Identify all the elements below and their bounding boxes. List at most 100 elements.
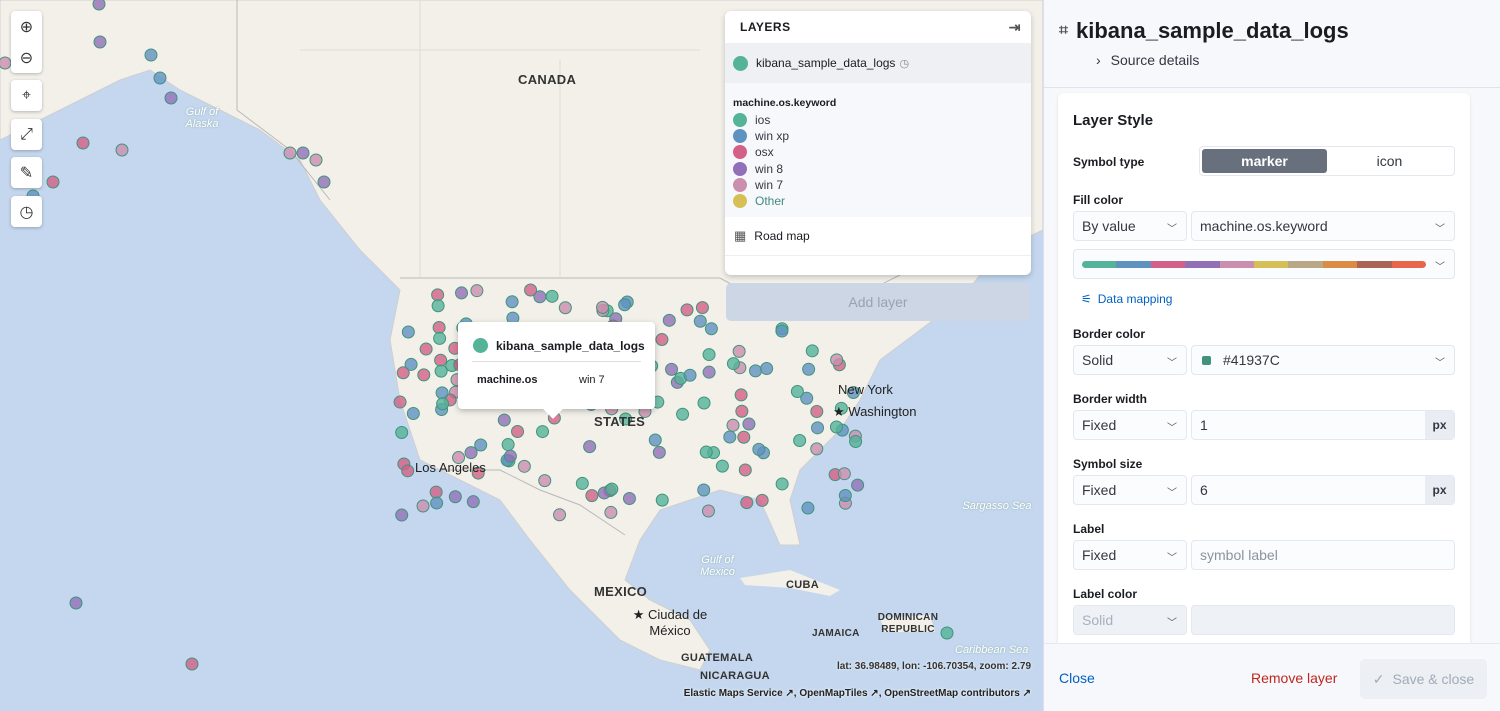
data-point[interactable] xyxy=(760,361,774,375)
label-mode-select[interactable]: Fixed ﹀ xyxy=(1073,540,1187,570)
data-point[interactable] xyxy=(655,493,669,507)
label-color-mode-select[interactable]: Solid ﹀ xyxy=(1073,605,1187,635)
data-point[interactable] xyxy=(406,406,420,420)
data-point[interactable] xyxy=(536,425,550,439)
data-point[interactable] xyxy=(434,353,448,367)
border-color-picker[interactable]: #41937C ﹀ xyxy=(1191,345,1455,375)
data-point[interactable] xyxy=(752,442,766,456)
data-point[interactable] xyxy=(430,496,444,510)
data-point[interactable] xyxy=(583,440,597,454)
data-point[interactable] xyxy=(734,388,748,402)
data-point[interactable] xyxy=(699,445,713,459)
data-point[interactable] xyxy=(401,464,415,478)
data-point[interactable] xyxy=(401,325,415,339)
data-point[interactable] xyxy=(503,449,517,463)
add-layer-button[interactable]: Add layer xyxy=(726,283,1030,321)
data-point[interactable] xyxy=(749,364,763,378)
data-point[interactable] xyxy=(76,136,90,150)
timeslider-button[interactable]: ◷ xyxy=(11,196,42,227)
data-point[interactable] xyxy=(93,35,107,49)
data-point[interactable] xyxy=(575,476,589,490)
data-point[interactable] xyxy=(164,91,178,105)
data-point[interactable] xyxy=(393,395,407,409)
data-point[interactable] xyxy=(695,301,709,315)
data-point[interactable] xyxy=(800,391,814,405)
data-point[interactable] xyxy=(497,413,511,427)
data-point[interactable] xyxy=(436,397,450,411)
data-point[interactable] xyxy=(737,430,751,444)
data-point[interactable] xyxy=(655,333,669,347)
data-point[interactable] xyxy=(585,489,599,503)
data-point[interactable] xyxy=(605,482,619,496)
data-point[interactable] xyxy=(805,344,819,358)
data-point[interactable] xyxy=(740,496,754,510)
source-details-toggle[interactable]: › Source details xyxy=(1096,52,1199,68)
data-point[interactable] xyxy=(704,322,718,336)
border-width-mode-select[interactable]: Fixed ﹀ xyxy=(1073,410,1187,440)
data-point[interactable] xyxy=(619,412,633,426)
data-point[interactable] xyxy=(735,404,749,418)
data-point[interactable] xyxy=(702,365,716,379)
fill-color-mode-select[interactable]: By value ﹀ xyxy=(1073,211,1187,241)
data-point[interactable] xyxy=(419,342,433,356)
data-point[interactable] xyxy=(683,368,697,382)
data-point[interactable] xyxy=(715,459,729,473)
data-point[interactable] xyxy=(801,501,815,515)
data-point[interactable] xyxy=(697,483,711,497)
data-point[interactable] xyxy=(395,426,409,440)
data-point[interactable] xyxy=(474,438,488,452)
data-point[interactable] xyxy=(538,474,552,488)
data-point[interactable] xyxy=(732,344,746,358)
label-text-input[interactable]: symbol label xyxy=(1191,540,1455,570)
attribution-link[interactable]: OpenMapTiles xyxy=(799,688,868,699)
data-point[interactable] xyxy=(466,495,480,509)
data-point[interactable] xyxy=(470,284,484,298)
data-point[interactable] xyxy=(448,490,462,504)
data-point[interactable] xyxy=(501,438,515,452)
close-button[interactable]: Close xyxy=(1059,670,1095,686)
data-point[interactable] xyxy=(471,466,485,480)
data-point[interactable] xyxy=(837,467,851,481)
data-point[interactable] xyxy=(648,433,662,447)
data-point[interactable] xyxy=(505,295,519,309)
data-point[interactable] xyxy=(511,425,525,439)
data-point[interactable] xyxy=(802,362,816,376)
data-point[interactable] xyxy=(830,353,844,367)
data-point[interactable] xyxy=(144,48,158,62)
collapse-icon[interactable]: ⇥ xyxy=(1008,18,1021,35)
data-point[interactable] xyxy=(429,485,443,499)
data-point[interactable] xyxy=(755,493,769,507)
data-point[interactable] xyxy=(726,418,740,432)
data-point[interactable] xyxy=(596,300,610,314)
data-point[interactable] xyxy=(829,420,843,434)
data-point[interactable] xyxy=(680,303,694,317)
color-palette-select[interactable]: ﹀ xyxy=(1073,249,1455,279)
data-point[interactable] xyxy=(775,324,789,338)
data-point[interactable] xyxy=(431,299,445,313)
label-color-picker[interactable] xyxy=(1191,605,1455,635)
data-point[interactable] xyxy=(185,657,199,671)
data-point[interactable] xyxy=(433,331,447,345)
border-color-mode-select[interactable]: Solid ﹀ xyxy=(1073,345,1187,375)
data-point[interactable] xyxy=(618,298,632,312)
data-point[interactable] xyxy=(46,175,60,189)
tools-button[interactable]: ✎ xyxy=(11,157,42,188)
data-point[interactable] xyxy=(701,504,715,518)
data-point[interactable] xyxy=(309,153,323,167)
data-point[interactable] xyxy=(846,386,860,400)
data-point[interactable] xyxy=(0,56,12,70)
data-point[interactable] xyxy=(455,286,469,300)
symbol-size-input[interactable]: 6 px xyxy=(1191,475,1455,505)
data-point[interactable] xyxy=(115,143,129,157)
data-point[interactable] xyxy=(604,505,618,519)
data-point[interactable] xyxy=(723,430,737,444)
attribution-link[interactable]: OpenStreetMap contributors xyxy=(884,688,1020,699)
data-point[interactable] xyxy=(434,364,448,378)
data-point[interactable] xyxy=(404,357,418,371)
data-point[interactable] xyxy=(395,508,409,522)
data-point[interactable] xyxy=(545,289,559,303)
symbol-size-mode-select[interactable]: Fixed ﹀ xyxy=(1073,475,1187,505)
data-point[interactable] xyxy=(738,463,752,477)
data-point[interactable] xyxy=(838,488,852,502)
data-point[interactable] xyxy=(702,348,716,362)
